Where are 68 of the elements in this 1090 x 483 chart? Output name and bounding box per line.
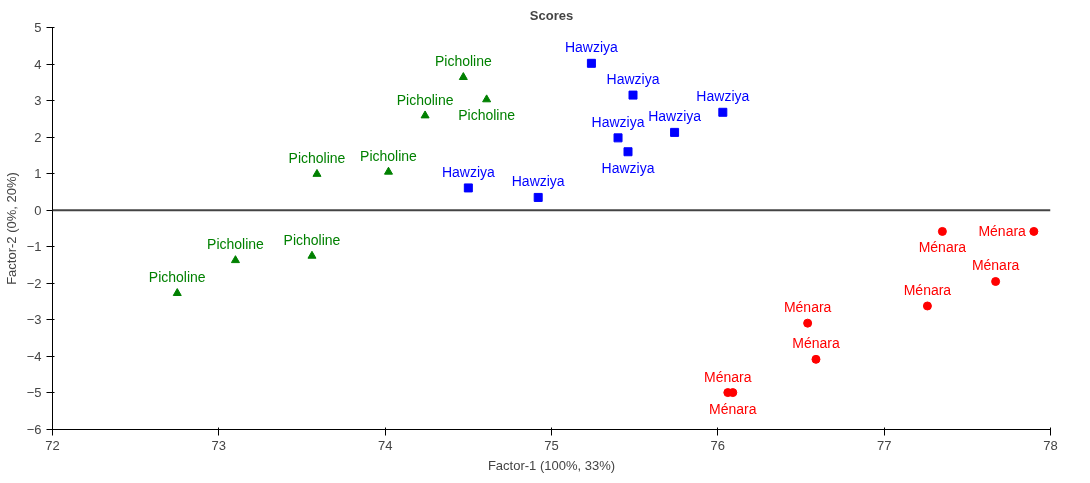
text: Ménara (918, 239, 967, 256)
point (811, 354, 821, 364)
point (991, 277, 1001, 286)
text: Picholine (458, 107, 516, 124)
y-tick-label: −6 (26, 422, 42, 437)
text: Picholine (434, 53, 492, 70)
y-tick-label: 0 (34, 202, 42, 218)
text: Picholine (288, 150, 346, 167)
y-tick-label: 1 (34, 166, 42, 182)
point (463, 183, 473, 193)
text: Ménara (971, 257, 1020, 274)
x-tick-label: 76 (710, 437, 726, 453)
text: Hawziya (511, 173, 565, 190)
point (482, 94, 492, 103)
y-tick-label: −4 (26, 348, 42, 364)
point (383, 166, 393, 175)
point (307, 250, 317, 259)
text: Hawziya (601, 159, 655, 176)
x-tick-label: 74 (377, 437, 393, 453)
series-label: Hawziya (606, 71, 660, 88)
x-tick-label: 77 (876, 437, 892, 453)
point (420, 110, 430, 119)
text: Picholine (360, 147, 417, 164)
y-tick-label: −5 (26, 385, 42, 401)
text: Ménara (704, 368, 752, 385)
y-tick-label: 3 (34, 93, 42, 109)
chart-title: Scores (529, 7, 574, 23)
text: Ménara (792, 335, 840, 352)
point (172, 288, 182, 296)
text: Hawziya (696, 88, 750, 105)
x-tick-label: 78 (1043, 437, 1058, 453)
y-tick-label: 5 (34, 20, 42, 35)
y-tick-label: 4 (34, 56, 42, 72)
x-tick-label: 75 (544, 437, 559, 453)
text: Hawziya (564, 39, 618, 56)
point (312, 168, 322, 177)
text: Picholine (283, 231, 341, 248)
y-axis-title: Factor-2 (0%, 20%) (3, 172, 19, 285)
point (586, 58, 596, 68)
y-tick-label: −3 (26, 312, 42, 328)
point (230, 255, 240, 264)
x-axis-title: Factor-1 (100%, 33%) (487, 457, 616, 473)
x-tick-label: 73 (211, 437, 227, 453)
text: Hawziya (441, 163, 495, 180)
point (533, 192, 543, 202)
y-tick-label: 2 (34, 129, 42, 145)
series-label: Picholine (148, 269, 206, 286)
y-tick-label: −1 (26, 239, 42, 255)
text: Picholine (396, 91, 454, 108)
text: Ménara (709, 400, 757, 417)
text: Picholine (207, 236, 264, 253)
point (458, 72, 468, 81)
point (922, 301, 932, 311)
point (718, 107, 728, 117)
point (1029, 226, 1039, 236)
point (670, 127, 680, 137)
text: Ménara (783, 299, 832, 316)
series-label: Ménara (978, 223, 1027, 240)
point (623, 147, 633, 157)
text: Ménara (903, 281, 952, 298)
text: Hawziya (591, 113, 645, 130)
point (803, 318, 813, 328)
point (613, 133, 623, 143)
text: Hawziya (648, 108, 702, 125)
y-tick-label: −2 (26, 275, 42, 291)
point (628, 90, 638, 100)
x-tick-label: 72 (45, 437, 60, 453)
point (937, 226, 947, 236)
